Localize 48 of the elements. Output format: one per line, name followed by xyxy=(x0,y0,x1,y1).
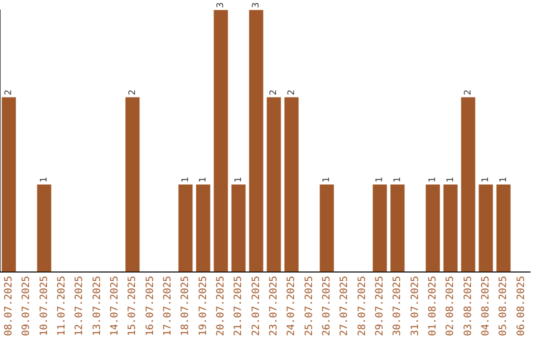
x-tick-label: 20.07.2025 xyxy=(215,276,226,336)
data-label: 1 xyxy=(446,176,456,183)
x-tick-label: 09.07.2025 xyxy=(21,276,32,336)
data-label: 1 xyxy=(198,176,209,183)
data-label: 1 xyxy=(234,176,244,183)
data-label: 2 xyxy=(286,90,297,96)
x-tick-label: 06.08.2025 xyxy=(516,276,527,336)
x-tick-label: 13.07.2025 xyxy=(92,276,103,336)
x-tick-label: 31.07.2025 xyxy=(410,276,421,336)
x-tick-label: 08.07.2025 xyxy=(3,276,14,336)
data-label: 1 xyxy=(375,176,386,183)
x-tick-label: 30.07.2025 xyxy=(392,276,404,336)
x-tick-label: 21.07.2025 xyxy=(233,276,244,336)
data-label: 1 xyxy=(40,176,50,183)
x-tick-label: 26.07.2025 xyxy=(321,276,332,336)
x-tick-label: 25.07.2025 xyxy=(304,276,315,336)
data-label: 2 xyxy=(464,90,474,96)
data-label: 1 xyxy=(180,176,191,183)
data-label: 3 xyxy=(216,2,226,8)
data-label: 2 xyxy=(128,90,138,96)
data-label: 1 xyxy=(392,176,403,183)
data-label: 1 xyxy=(322,176,332,183)
x-tick-label: 29.07.2025 xyxy=(374,276,386,336)
x-tick-label: 04.08.2025 xyxy=(480,276,492,336)
data-label: 2 xyxy=(269,90,280,96)
x-tick-label: 24.07.2025 xyxy=(286,276,298,336)
data-label: 3 xyxy=(252,2,262,8)
data-label: 1 xyxy=(481,176,492,183)
data-label: 1 xyxy=(498,176,509,183)
x-tick-label: 10.07.2025 xyxy=(38,276,50,336)
x-tick-label: 01.08.2025 xyxy=(427,276,438,336)
x-tick-label: 11.07.2025 xyxy=(56,276,68,336)
x-tick-label: 03.08.2025 xyxy=(462,276,474,336)
x-tick-label: 18.07.2025 xyxy=(180,276,192,336)
x-tick-label: 02.08.2025 xyxy=(445,276,456,336)
x-tick-label: 23.07.2025 xyxy=(268,276,280,336)
x-tick-label: 22.07.2025 xyxy=(250,276,262,336)
x-tick-label: 14.07.2025 xyxy=(109,276,120,336)
x-tick-label: 16.07.2025 xyxy=(144,276,156,336)
data-label: 1 xyxy=(428,176,438,183)
x-tick-label: 27.07.2025 xyxy=(339,276,350,336)
data-label: 2 xyxy=(4,90,14,96)
x-tick-label: 19.07.2025 xyxy=(198,276,209,336)
x-tick-label: 17.07.2025 xyxy=(162,276,174,336)
x-tick-label: 15.07.2025 xyxy=(127,276,138,336)
x-tick-label: 28.07.2025 xyxy=(356,276,368,336)
x-tick-label: 05.08.2025 xyxy=(498,276,510,336)
x-tick-label: 12.07.2025 xyxy=(74,276,86,336)
